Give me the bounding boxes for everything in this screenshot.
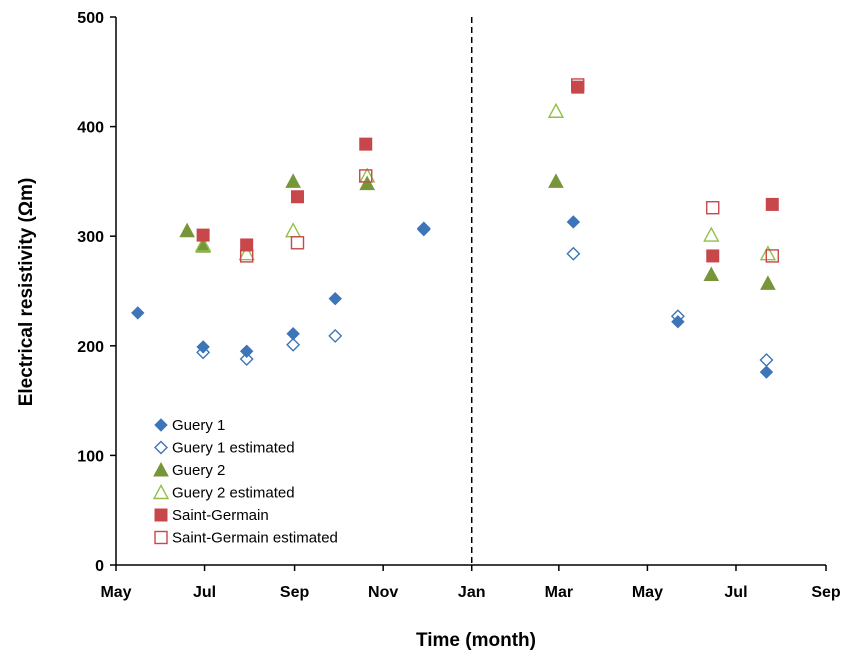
plot-area: 0 100 200 300 400 500 May Jul Sep Nov Jan Mar May Ju… bbox=[77, 10, 841, 601]
x-tick-label: Sep bbox=[280, 584, 310, 601]
point-guery-2-estimated bbox=[759, 245, 777, 261]
legend-marker-saint-germain-estimated bbox=[154, 530, 168, 545]
point-saint-germain bbox=[240, 238, 254, 252]
point-saint-germain-estimated bbox=[706, 201, 720, 215]
point-saint-germain bbox=[706, 249, 720, 263]
y-tick-label: 400 bbox=[77, 120, 104, 137]
point-saint-germain-estimated bbox=[765, 249, 779, 263]
x-tick-label: Jan bbox=[458, 584, 486, 601]
point-guery-1-estimated bbox=[328, 328, 343, 343]
point-guery-1 bbox=[759, 365, 774, 379]
point-guery-2-estimated bbox=[238, 245, 255, 261]
legend-label-guery-2: Guery 2 bbox=[172, 462, 225, 479]
legend-marker-guery-2-estimated bbox=[152, 484, 170, 500]
point-guery-2-estimated bbox=[194, 236, 212, 252]
x-tick-label: May bbox=[632, 584, 663, 601]
point-guery-1 bbox=[286, 327, 300, 341]
point-guery-1-estimated bbox=[670, 309, 685, 324]
legend-marker-saint-germain bbox=[154, 508, 168, 522]
x-tick-label: Sep bbox=[811, 584, 841, 601]
point-guery-1-estimated bbox=[416, 221, 431, 236]
legend-marker-guery-2 bbox=[153, 461, 169, 477]
y-tick-label: 0 bbox=[95, 558, 104, 575]
point-guery-2-estimated bbox=[547, 102, 565, 118]
point-saint-germain bbox=[359, 137, 373, 151]
point-guery-1 bbox=[239, 344, 254, 358]
y-tick-label: 100 bbox=[77, 448, 104, 465]
x-axis-title: Time (month) bbox=[416, 630, 536, 651]
point-guery-1-estimated bbox=[196, 345, 211, 360]
x-tick-label: Nov bbox=[368, 584, 398, 601]
point-guery-1 bbox=[566, 215, 581, 229]
y-tick-label: 200 bbox=[77, 339, 104, 356]
point-saint-germain bbox=[290, 190, 304, 204]
legend-marker-guery-1-estimated bbox=[154, 440, 168, 455]
legend-label-saint-germain: Saint-Germain bbox=[172, 507, 269, 524]
point-guery-1-estimated bbox=[759, 353, 774, 368]
y-axis-title: Electrical resistivity (Ωm) bbox=[16, 178, 37, 407]
legend-label-guery-1-estimated: Guery 1 estimated bbox=[172, 440, 295, 457]
x-tick-label: Jul bbox=[193, 584, 216, 601]
point-saint-germain bbox=[765, 197, 779, 211]
y-axis-ticks: 0 100 200 300 400 500 bbox=[77, 10, 116, 575]
point-guery-2-estimated bbox=[284, 222, 302, 238]
point-guery-2 bbox=[179, 222, 195, 238]
x-axis-ticks: May Jul Sep Nov Jan Mar May Jul Sep bbox=[100, 565, 841, 601]
point-guery-2 bbox=[703, 266, 720, 282]
point-guery-1-estimated bbox=[566, 246, 581, 261]
point-guery-2-estimated bbox=[703, 226, 720, 242]
legend-label-saint-germain-estimated: Saint-Germain estimated bbox=[172, 530, 338, 547]
point-guery-2 bbox=[285, 173, 301, 188]
point-saint-germain-estimated bbox=[290, 236, 305, 250]
legend-label-guery-1: Guery 1 bbox=[172, 417, 225, 434]
x-tick-label: Mar bbox=[545, 584, 573, 601]
point-saint-germain-estimated bbox=[359, 169, 373, 183]
legend: Guery 1 Guery 1 estimated Guery 2 Guery 2 e… bbox=[152, 417, 338, 547]
point-guery-1-estimated bbox=[286, 337, 301, 352]
y-tick-label: 500 bbox=[77, 10, 104, 27]
data-points bbox=[131, 78, 779, 379]
point-saint-germain-estimated bbox=[239, 249, 254, 263]
point-saint-germain bbox=[196, 228, 210, 242]
y-tick-label: 300 bbox=[77, 229, 104, 246]
point-guery-1 bbox=[328, 291, 342, 306]
point-guery-1 bbox=[131, 306, 145, 320]
point-guery-2 bbox=[359, 175, 376, 191]
legend-label-guery-2-estimated: Guery 2 estimated bbox=[172, 485, 295, 502]
legend-marker-guery-1 bbox=[154, 418, 168, 432]
point-guery-2 bbox=[760, 275, 776, 290]
x-tick-label: May bbox=[100, 584, 131, 601]
point-guery-1 bbox=[417, 222, 431, 237]
point-guery-2 bbox=[548, 173, 564, 188]
x-tick-label: Jul bbox=[724, 584, 747, 601]
point-guery-1-estimated bbox=[239, 351, 254, 366]
point-saint-germain-estimated bbox=[571, 78, 585, 92]
